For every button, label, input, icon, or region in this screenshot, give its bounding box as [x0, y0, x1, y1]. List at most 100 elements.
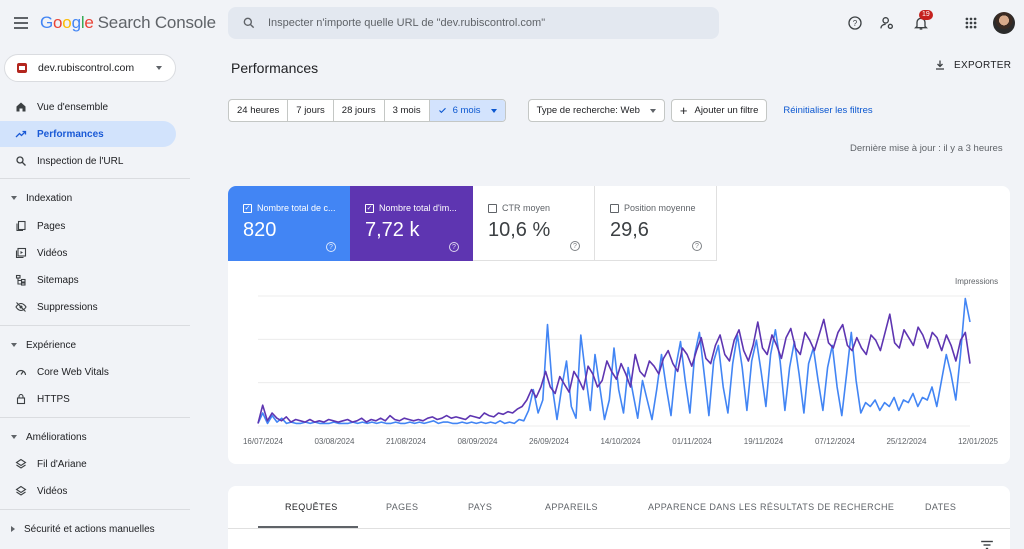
sidebar-divider: [0, 417, 190, 418]
plus-icon: +: [679, 103, 688, 118]
chevron-down-icon: [11, 196, 17, 200]
help-icon[interactable]: ?: [570, 241, 580, 251]
checkbox-icon: [610, 203, 619, 213]
home-icon: [15, 101, 27, 113]
sidebar-item-url-inspection[interactable]: Inspection de l'URL: [0, 148, 176, 174]
gauge-icon: [15, 366, 27, 378]
export-button[interactable]: EXPORTER: [934, 59, 1011, 71]
notifications-icon[interactable]: 19: [911, 10, 933, 33]
apps-grid-icon[interactable]: [961, 13, 981, 33]
filter-rows-icon[interactable]: [980, 540, 994, 549]
x-tick-label: 03/08/2024: [314, 437, 355, 446]
layers-icon: [15, 458, 27, 470]
x-tick-label: 07/12/2024: [815, 437, 856, 446]
sidebar-divider: [0, 325, 190, 326]
page-title: Performances: [231, 60, 319, 76]
sidebar-divider: [0, 178, 190, 179]
chevron-down-icon: [11, 435, 17, 439]
eye-off-icon: [15, 301, 27, 313]
chevron-down-icon: [156, 66, 162, 70]
url-inspection-search[interactable]: [228, 7, 719, 39]
sidebar-item-removals[interactable]: Suppressions: [0, 294, 176, 320]
svg-text:?: ?: [853, 19, 858, 28]
metric-average-ctr[interactable]: CTR moyen 10,6 % ?: [473, 186, 595, 261]
help-icon[interactable]: ?: [845, 13, 865, 33]
section-indexation[interactable]: Indexation: [0, 187, 176, 209]
sidebar-item-pages[interactable]: Pages: [0, 213, 176, 239]
metric-total-clicks[interactable]: ✓ Nombre total de c... 820 ?: [228, 186, 350, 261]
sidebar-item-sitemaps[interactable]: Sitemaps: [0, 267, 176, 293]
layers-icon: [15, 485, 27, 497]
chevron-down-icon: [11, 343, 17, 347]
help-icon[interactable]: ?: [326, 242, 336, 252]
reset-filters-link[interactable]: Réinitialiser les filtres: [783, 105, 873, 116]
tabs-divider: [228, 528, 1010, 529]
x-tick-label: 25/12/2024: [886, 437, 927, 446]
help-icon[interactable]: ?: [692, 241, 702, 251]
search-icon: [243, 17, 255, 29]
checkbox-checked-icon: ✓: [365, 203, 374, 213]
range-3m[interactable]: 3 mois: [385, 100, 430, 121]
pages-icon: [15, 220, 27, 232]
sidebar-item-overview[interactable]: Vue d'ensemble: [0, 94, 176, 120]
search-type-filter[interactable]: Type de recherche: Web: [527, 99, 665, 122]
checkbox-checked-icon: ✓: [243, 203, 252, 213]
series-line-impressions: [257, 313, 971, 424]
metric-average-position[interactable]: Position moyenne 29,6 ?: [595, 186, 717, 261]
tab-appareils[interactable]: APPAREILS: [545, 502, 598, 512]
section-security[interactable]: Sécurité et actions manuelles: [0, 518, 176, 540]
account-avatar[interactable]: [993, 12, 1015, 34]
property-selector[interactable]: dev.rubiscontrol.com: [4, 54, 176, 82]
tab-dates[interactable]: DATES: [925, 502, 957, 512]
section-experience[interactable]: Expérience: [0, 334, 176, 356]
range-28d[interactable]: 28 jours: [334, 100, 385, 121]
tab-pays[interactable]: PAYS: [468, 502, 493, 512]
x-tick-label: 01/11/2024: [672, 437, 712, 446]
performance-line-chart[interactable]: 16/07/2024 03/08/2024 21/08/2024 08/09/2024…: [228, 261, 1010, 464]
manage-users-icon[interactable]: [877, 13, 897, 33]
sidebar-item-performances[interactable]: Performances: [0, 121, 176, 147]
performance-chart-card: ✓ Nombre total de c... 820 ? ✓ Nombre tota…: [228, 186, 1010, 464]
right-axis-label: Impressions: [955, 277, 999, 286]
video-icon: [15, 247, 27, 259]
notifications-badge: 19: [919, 10, 933, 20]
sidebar-item-https[interactable]: HTTPS: [0, 386, 176, 412]
search-icon: [15, 155, 27, 167]
x-tick-label: 19/11/2024: [744, 437, 784, 446]
tab-requetes[interactable]: REQUÊTES: [285, 502, 338, 512]
x-tick-label: 21/08/2024: [386, 437, 427, 446]
last-updated-text: Dernière mise à jour : il y a 3 heures: [850, 143, 1003, 154]
tab-apparence[interactable]: APPARENCE DANS LES RÉSULTATS DE RECHERCH…: [648, 502, 895, 512]
chevron-down-icon: [490, 108, 497, 113]
range-6m[interactable]: 6 mois: [429, 100, 505, 121]
add-filter-button[interactable]: + Ajouter un filtre: [670, 99, 768, 122]
property-name: dev.rubiscontrol.com: [38, 62, 135, 74]
x-tick-label: 14/10/2024: [600, 437, 641, 446]
tab-pages[interactable]: PAGES: [386, 502, 419, 512]
checkbox-icon: [488, 203, 497, 213]
sidebar-item-videos-enhancements[interactable]: Vidéos: [0, 478, 176, 504]
x-tick-label: 12/01/2025: [958, 437, 999, 446]
search-input[interactable]: [268, 17, 688, 29]
x-tick-label: 16/07/2024: [243, 437, 284, 446]
chevron-down-icon: [649, 108, 656, 113]
check-icon: [438, 107, 446, 114]
sidebar-item-core-web-vitals[interactable]: Core Web Vitals: [0, 359, 176, 385]
chevron-right-icon: [11, 526, 15, 532]
help-icon[interactable]: ?: [449, 242, 459, 252]
date-range-selector: 24 heures 7 jours 28 jours 3 mois 6 mois: [228, 99, 506, 122]
filter-bar: 24 heures 7 jours 28 jours 3 mois 6 mois…: [228, 99, 873, 122]
section-ameliorations[interactable]: Améliorations: [0, 426, 176, 448]
series-line-clicks: [257, 297, 971, 425]
metric-total-impressions[interactable]: ✓ Nombre total d'im... 7,72 k ?: [350, 186, 473, 261]
search-console-logo[interactable]: Google Search Console: [40, 13, 216, 32]
x-tick-label: 08/09/2024: [457, 437, 498, 446]
main-menu-button[interactable]: [10, 12, 32, 34]
lock-icon: [15, 393, 27, 405]
property-favicon-icon: [17, 63, 27, 73]
range-7d[interactable]: 7 jours: [288, 100, 334, 121]
sidebar-item-videos[interactable]: Vidéos: [0, 240, 176, 266]
sidebar-item-breadcrumbs[interactable]: Fil d'Ariane: [0, 451, 176, 477]
range-24h[interactable]: 24 heures: [229, 100, 289, 121]
